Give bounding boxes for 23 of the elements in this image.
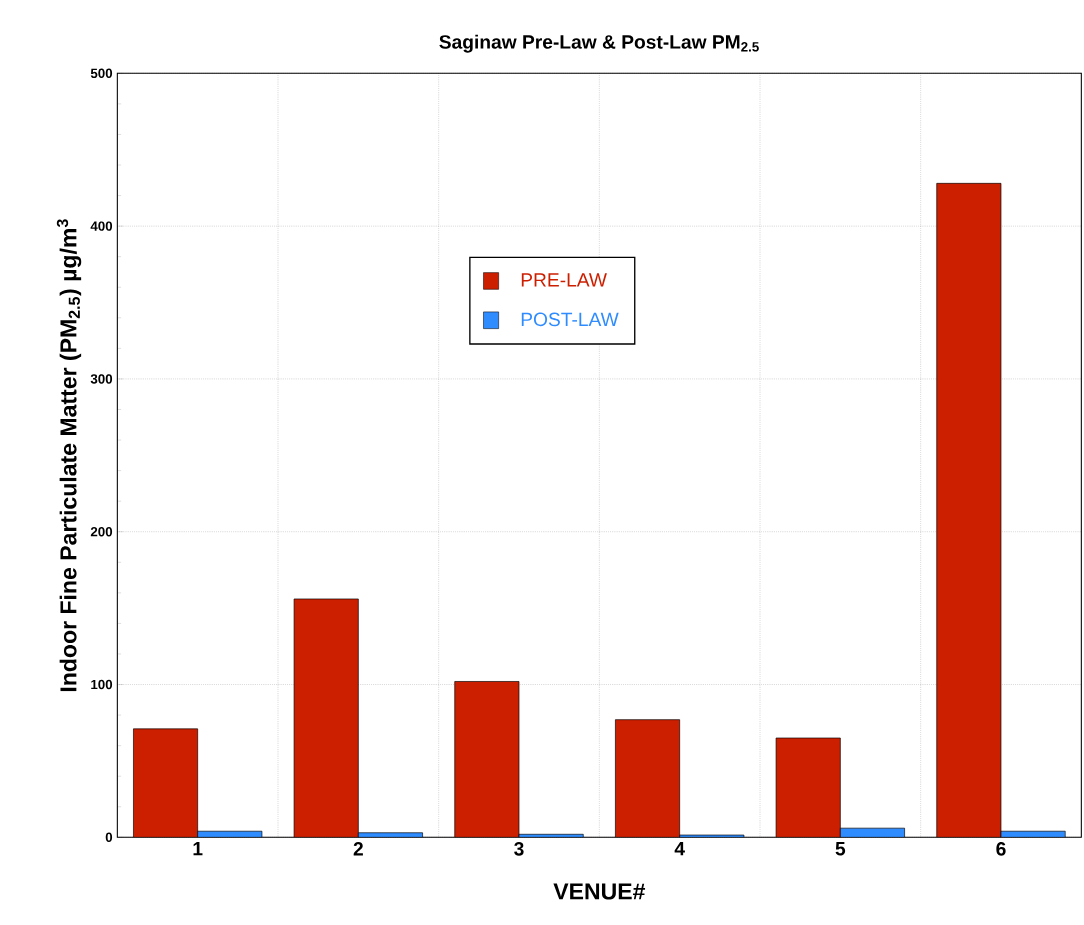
x-tick-label: 2 (353, 841, 363, 856)
x-axis-title: VENUE# (553, 883, 646, 900)
y-tick-label: 300 (90, 374, 113, 384)
x-tick-label: 5 (835, 841, 846, 856)
bar (615, 719, 680, 838)
x-tick-label: 3 (514, 841, 524, 856)
bar (133, 728, 198, 838)
y-tick-label: 200 (90, 526, 113, 537)
bar (776, 737, 841, 838)
x-tick-label: 4 (674, 841, 685, 856)
bar (294, 598, 359, 838)
y-axis-title: Indoor Fine Particulate Matter (PM$_{2.5}$) µg/m$^{3}$ (56, 219, 82, 691)
chart-title: Saginaw Pre-Law & Post-Law PM$_{2.5}$ (439, 34, 759, 53)
y-tick-label: 100 (91, 679, 113, 690)
y-tick-label: 400 (90, 221, 113, 231)
bar (454, 681, 519, 838)
y-tick-label: 0 (105, 832, 113, 842)
x-tick-label: 1 (193, 841, 203, 856)
legend-label: POST-LAW (521, 312, 619, 327)
x-tick-label: 6 (996, 841, 1006, 856)
y-tick-label: 500 (90, 68, 113, 78)
bar (936, 182, 1002, 838)
legend-label: PRE-LAW (521, 273, 607, 287)
